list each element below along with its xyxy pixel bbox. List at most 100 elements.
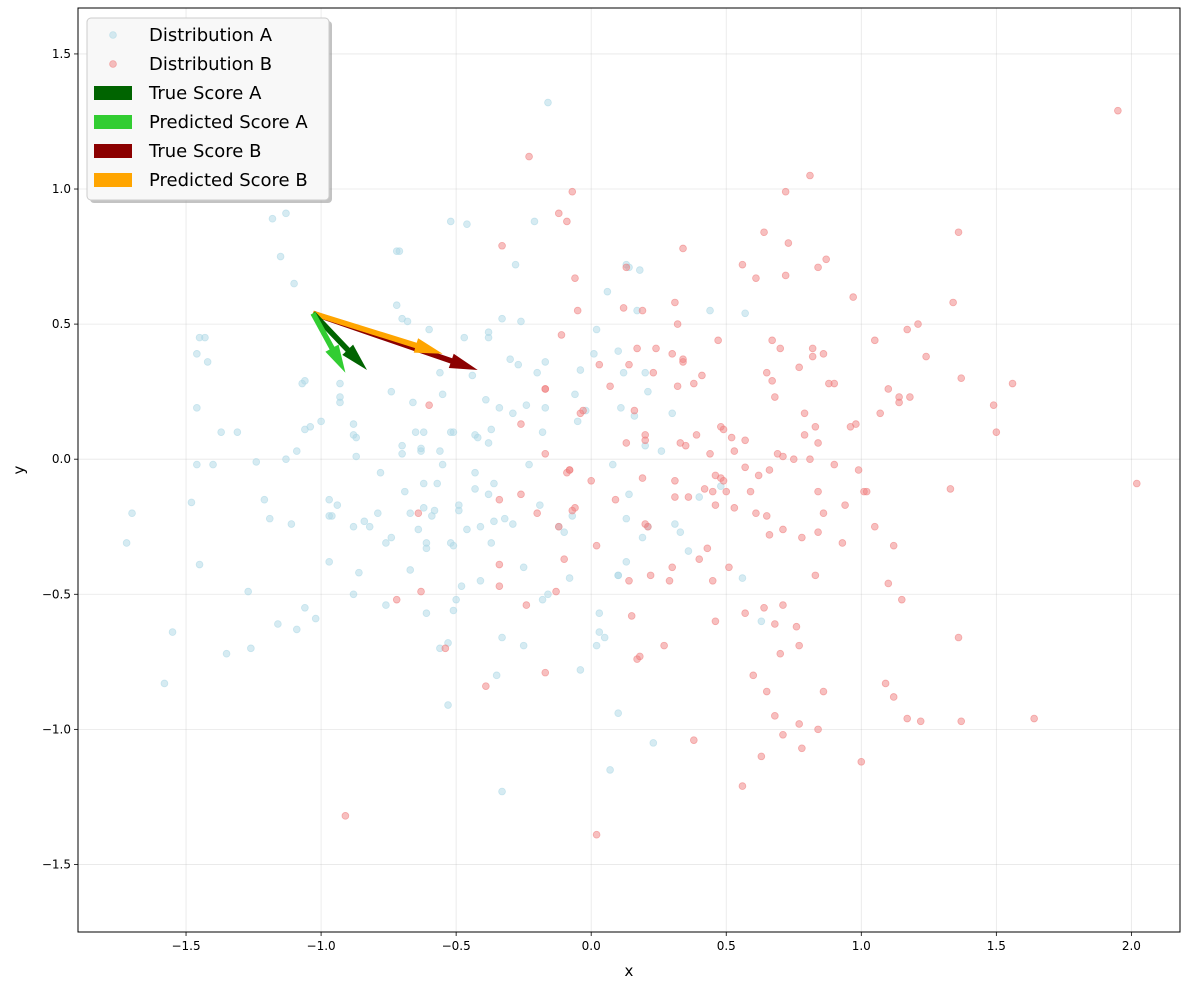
- distribution-b-point: [903, 325, 912, 334]
- x-tick-label: 0.0: [582, 939, 601, 953]
- distribution-a-point: [533, 368, 541, 377]
- distribution-b-point: [722, 487, 731, 496]
- distribution-a-point: [414, 525, 423, 534]
- distribution-b-point: [806, 455, 814, 463]
- distribution-b-point: [671, 477, 679, 485]
- distribution-b-point: [665, 576, 674, 585]
- distribution-b-point: [771, 393, 779, 401]
- distribution-b-point: [517, 490, 525, 499]
- distribution-b-point: [606, 382, 614, 391]
- distribution-a-point: [498, 314, 506, 323]
- distribution-a-point: [592, 325, 601, 334]
- distribution-a-point: [463, 525, 471, 534]
- distribution-b-point: [711, 501, 720, 509]
- y-tick-label: 0.0: [52, 452, 71, 466]
- distribution-a-point: [193, 460, 201, 469]
- distribution-b-point: [1030, 714, 1038, 723]
- distribution-b-point: [679, 358, 687, 366]
- x-tick-label: −1.5: [171, 939, 200, 953]
- distribution-b-point: [700, 485, 709, 493]
- distribution-a-point: [757, 617, 766, 626]
- distribution-b-point: [876, 409, 884, 418]
- distribution-b-point: [560, 555, 568, 563]
- distribution-a-point: [738, 574, 747, 582]
- distribution-b-point: [841, 501, 849, 509]
- distribution-a-point: [328, 512, 336, 520]
- legend-swatch-predicted-score-a: [94, 115, 132, 129]
- distribution-a-point: [538, 428, 547, 436]
- distribution-b-point: [563, 217, 571, 226]
- distribution-b-point: [641, 436, 650, 445]
- distribution-b-point: [771, 712, 779, 720]
- distribution-b-point: [781, 271, 790, 280]
- distribution-b-point: [741, 609, 749, 617]
- distribution-b-point: [671, 298, 679, 307]
- distribution-a-point: [349, 522, 358, 531]
- distribution-a-point: [317, 417, 325, 426]
- distribution-a-point: [193, 350, 201, 358]
- distribution-a-point: [641, 368, 650, 377]
- distribution-a-point: [449, 428, 458, 436]
- distribution-a-point: [638, 533, 647, 542]
- predicted-score-b-arrow: [312, 310, 443, 354]
- distribution-a-point: [425, 325, 433, 334]
- distribution-a-point: [417, 444, 425, 453]
- distribution-b-point: [746, 487, 755, 496]
- distribution-a-point: [193, 404, 201, 412]
- distribution-b-point: [341, 812, 350, 820]
- distribution-a-point: [471, 485, 479, 493]
- x-axis-label: x: [625, 962, 634, 980]
- distribution-a-point: [449, 606, 458, 615]
- distribution-b-point: [625, 360, 633, 369]
- distribution-b-point: [660, 641, 668, 650]
- distribution-a-point: [452, 595, 460, 604]
- distribution-b-point: [522, 601, 531, 609]
- legend-swatch-true-score-a: [94, 86, 132, 100]
- distribution-b-point: [738, 260, 747, 269]
- distribution-b-point: [870, 336, 879, 345]
- distribution-b-point: [708, 487, 717, 496]
- legend-marker-distribution-b: [109, 60, 117, 68]
- distribution-a-point: [603, 287, 612, 296]
- distribution-a-point: [498, 787, 506, 796]
- distribution-b-point: [714, 336, 722, 345]
- distribution-b-point: [762, 687, 771, 696]
- distribution-b-point: [703, 544, 712, 553]
- distribution-a-point: [576, 366, 585, 374]
- distribution-b-point: [730, 504, 739, 512]
- distribution-a-point: [571, 390, 579, 399]
- distribution-b-point: [730, 447, 739, 455]
- distribution-a-point: [519, 563, 528, 572]
- distribution-a-point: [530, 217, 539, 226]
- distribution-a-point: [419, 479, 428, 488]
- distribution-a-point: [484, 490, 493, 499]
- distribution-b-point: [779, 601, 787, 609]
- distribution-a-point: [565, 574, 574, 582]
- distribution-a-point: [460, 333, 469, 342]
- distribution-a-point: [128, 509, 136, 518]
- distribution-a-point: [538, 595, 547, 604]
- distribution-b-point: [649, 368, 658, 377]
- distribution-a-point: [422, 544, 431, 553]
- distribution-b-point: [838, 539, 847, 547]
- distribution-a-point: [195, 560, 204, 569]
- distribution-b-point: [765, 531, 774, 539]
- distribution-b-point: [957, 717, 966, 726]
- distribution-a-point: [487, 425, 496, 434]
- distribution-a-point: [608, 460, 617, 469]
- distribution-a-point: [541, 404, 550, 412]
- distribution-a-point: [676, 528, 685, 536]
- distribution-b-point: [1132, 479, 1141, 488]
- x-tick-label: −0.5: [442, 939, 471, 953]
- distribution-a-point: [287, 520, 296, 528]
- distribution-b-point: [622, 439, 631, 447]
- distribution-b-point: [776, 344, 785, 353]
- distribution-a-point: [595, 628, 604, 636]
- distribution-a-point: [352, 433, 361, 442]
- distribution-a-point: [600, 633, 609, 642]
- distribution-b-point: [752, 509, 760, 518]
- distribution-a-point: [260, 495, 269, 504]
- distribution-a-point: [525, 460, 533, 469]
- distribution-b-point: [895, 398, 903, 407]
- distribution-a-point: [406, 509, 415, 518]
